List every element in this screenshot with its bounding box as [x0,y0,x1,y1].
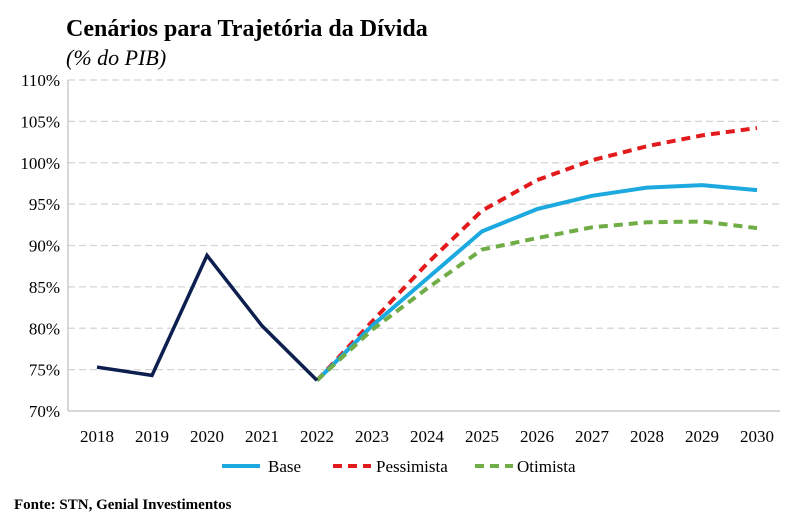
x-tick-label: 2024 [410,427,445,446]
x-tick-label: 2021 [245,427,279,446]
axes: 70% 75% 80% 85% 90% 95% 100% 105% 110% 2018 2019 20… [20,71,780,446]
x-tick-label: 2026 [520,427,554,446]
legend: Base Pessimista Otimista [222,457,576,476]
legend-label-pessimista: Pessimista [376,457,448,476]
series-line-otimista [315,219,758,382]
y-tick-label: 85% [29,278,60,297]
y-tick-label: 70% [29,402,60,421]
legend-label-base: Base [268,457,301,476]
y-tick-label: 90% [29,237,60,256]
series-line-pessimista [315,126,758,382]
legend-label-otimista: Otimista [517,457,576,476]
x-tick-label: 2023 [355,427,389,446]
gridlines [68,79,780,371]
chart-subtitle: (% do PIB) [66,45,167,70]
y-tick-label: 105% [20,112,60,131]
series-lines [96,126,758,382]
y-tick-label: 95% [29,195,60,214]
series-line-base [315,183,758,382]
y-tick-label: 75% [29,361,60,380]
x-tick-label: 2018 [80,427,114,446]
y-tick-label: 80% [29,319,60,338]
x-tick-label: 2022 [300,427,334,446]
x-tick-label: 2020 [190,427,224,446]
x-tick-label: 2027 [575,427,610,446]
y-tick-label: 110% [21,71,60,90]
source-note: Fonte: STN, Genial Investimentos [14,497,232,513]
x-tick-label: 2029 [685,427,719,446]
x-tick-label: 2019 [135,427,169,446]
y-tick-label: 100% [20,154,60,173]
x-tick-label: 2030 [740,427,774,446]
series-line-historical [96,252,319,382]
x-tick-label: 2028 [630,427,664,446]
chart-title: Cenários para Trajetória da Dívida [66,16,428,42]
x-tick-label: 2025 [465,427,499,446]
